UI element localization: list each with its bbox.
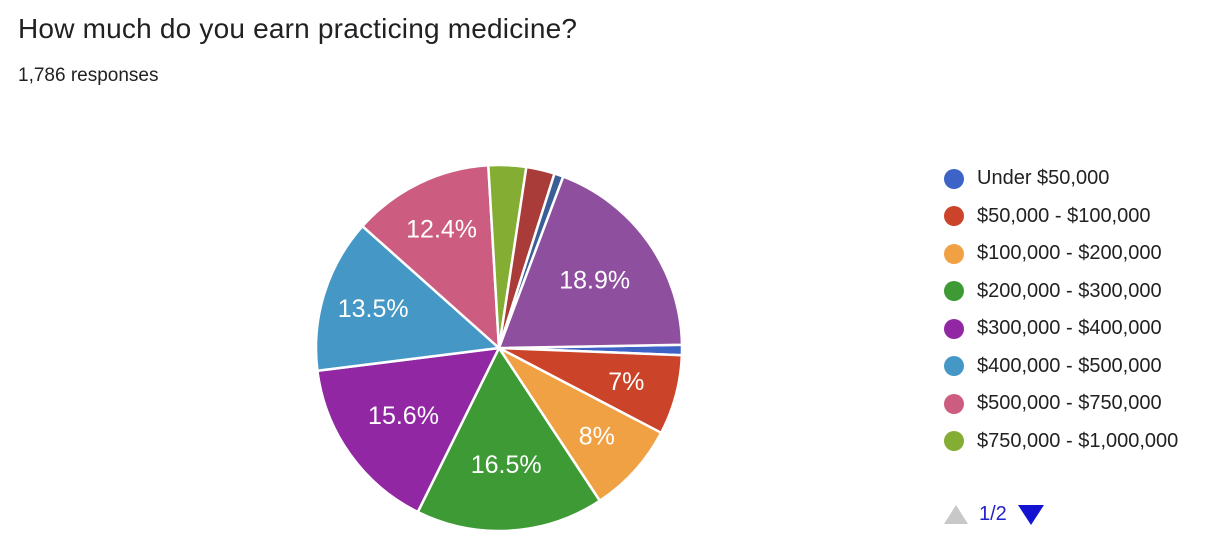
legend-dot-icon <box>944 356 964 377</box>
legend-dot-icon <box>944 206 964 227</box>
legend-item-label: $500,000 - $750,000 <box>977 392 1162 415</box>
legend-dot-icon <box>944 168 964 189</box>
legend-page-down-icon[interactable] <box>1017 504 1044 525</box>
legend-item: $400,000 - $500,000 <box>944 348 1178 386</box>
legend-item: $300,000 - $400,000 <box>944 310 1178 348</box>
legend-item: $200,000 - $300,000 <box>944 273 1178 311</box>
pie-chart[interactable]: 7%8%16.5%15.6%13.5%12.4%18.9% <box>309 158 689 538</box>
legend-page-up-icon[interactable] <box>944 505 968 524</box>
legend-item-label: $100,000 - $200,000 <box>977 242 1162 265</box>
pie-slice[interactable] <box>497 175 684 350</box>
legend-dot-icon <box>944 318 964 339</box>
pie-slice[interactable] <box>416 346 602 533</box>
legend-dot-icon <box>944 243 964 264</box>
legend-item-label: $300,000 - $400,000 <box>977 317 1162 340</box>
legend-pagination: 1/2 <box>944 503 1044 526</box>
legend-item: $750,000 - $1,000,000 <box>944 423 1178 461</box>
legend-dot-icon <box>944 281 964 302</box>
legend-item-label: Under $50,000 <box>977 167 1110 190</box>
pie-slice[interactable] <box>361 164 501 350</box>
legend-item-label: $400,000 - $500,000 <box>977 354 1162 377</box>
page-title: How much do you earn practicing medicine… <box>18 13 578 44</box>
pie-slice[interactable] <box>316 346 501 514</box>
legend-page-indicator: 1/2 <box>979 503 1007 525</box>
legend: Under $50,000 $50,000 - $100,000 $100,00… <box>944 160 1178 460</box>
legend-item: $500,000 - $750,000 <box>944 385 1178 423</box>
pie-slice[interactable] <box>497 346 663 502</box>
legend-item: $50,000 - $100,000 <box>944 198 1178 236</box>
responses-count: 1,786 responses <box>18 65 159 86</box>
legend-item-label: $200,000 - $300,000 <box>977 279 1162 302</box>
legend-item: $100,000 - $200,000 <box>944 235 1178 273</box>
legend-item-label: $50,000 - $100,000 <box>977 204 1151 227</box>
legend-dot-icon <box>944 431 964 452</box>
legend-dot-icon <box>944 393 964 414</box>
pie-slice[interactable] <box>314 224 501 373</box>
legend-item: Under $50,000 <box>944 160 1178 198</box>
legend-item-label: $750,000 - $1,000,000 <box>977 429 1179 452</box>
